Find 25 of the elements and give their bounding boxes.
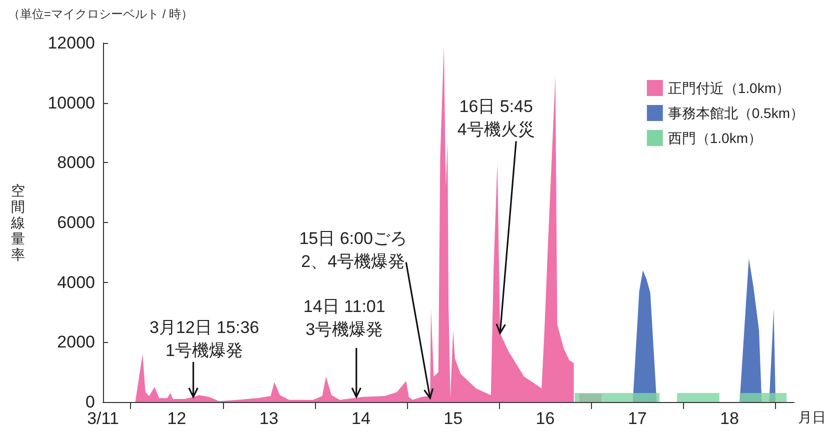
x-axis-title: 月日 — [798, 409, 826, 425]
legend-label: 正門付近（1.0km） — [668, 80, 790, 96]
legend-label: 事務本館北（0.5km） — [668, 105, 804, 121]
legend-label: 西門（1.0km） — [668, 130, 762, 146]
y-tick-label: 2000 — [57, 332, 95, 352]
text: （単位=マイクロシーベルト / 時） — [8, 7, 194, 21]
x-tick-label: 14 — [352, 409, 370, 428]
x-tick-label: 13 — [259, 409, 278, 428]
x-tick-label: 17 — [628, 409, 647, 428]
y-tick-label: 12000 — [48, 34, 95, 52]
annotation: 3月12日 15:36 1号機爆発 — [149, 318, 260, 360]
annotation: 14日 11:01 3号機爆発 — [303, 296, 386, 339]
annotation: 15日 6:00ごろ 2、4号機爆発 — [299, 229, 407, 272]
x-tick-label: 3/11 — [87, 409, 119, 428]
y-tick-label: 0 — [86, 392, 95, 412]
y-tick-label: 4000 — [57, 272, 95, 292]
y-tick-label: 10000 — [48, 93, 95, 112]
x-tick-label: 15 — [444, 409, 463, 428]
annotation: 16日 5:45 4号機火災 — [457, 97, 535, 140]
y-tick-label: 8000 — [57, 153, 95, 172]
x-tick-label: 12 — [167, 409, 186, 428]
y-tick-label: 6000 — [57, 213, 95, 232]
x-tick-label: 18 — [720, 409, 739, 428]
y-axis-title: 空間線量率 — [10, 182, 25, 262]
x-tick-label: 16 — [536, 409, 555, 428]
